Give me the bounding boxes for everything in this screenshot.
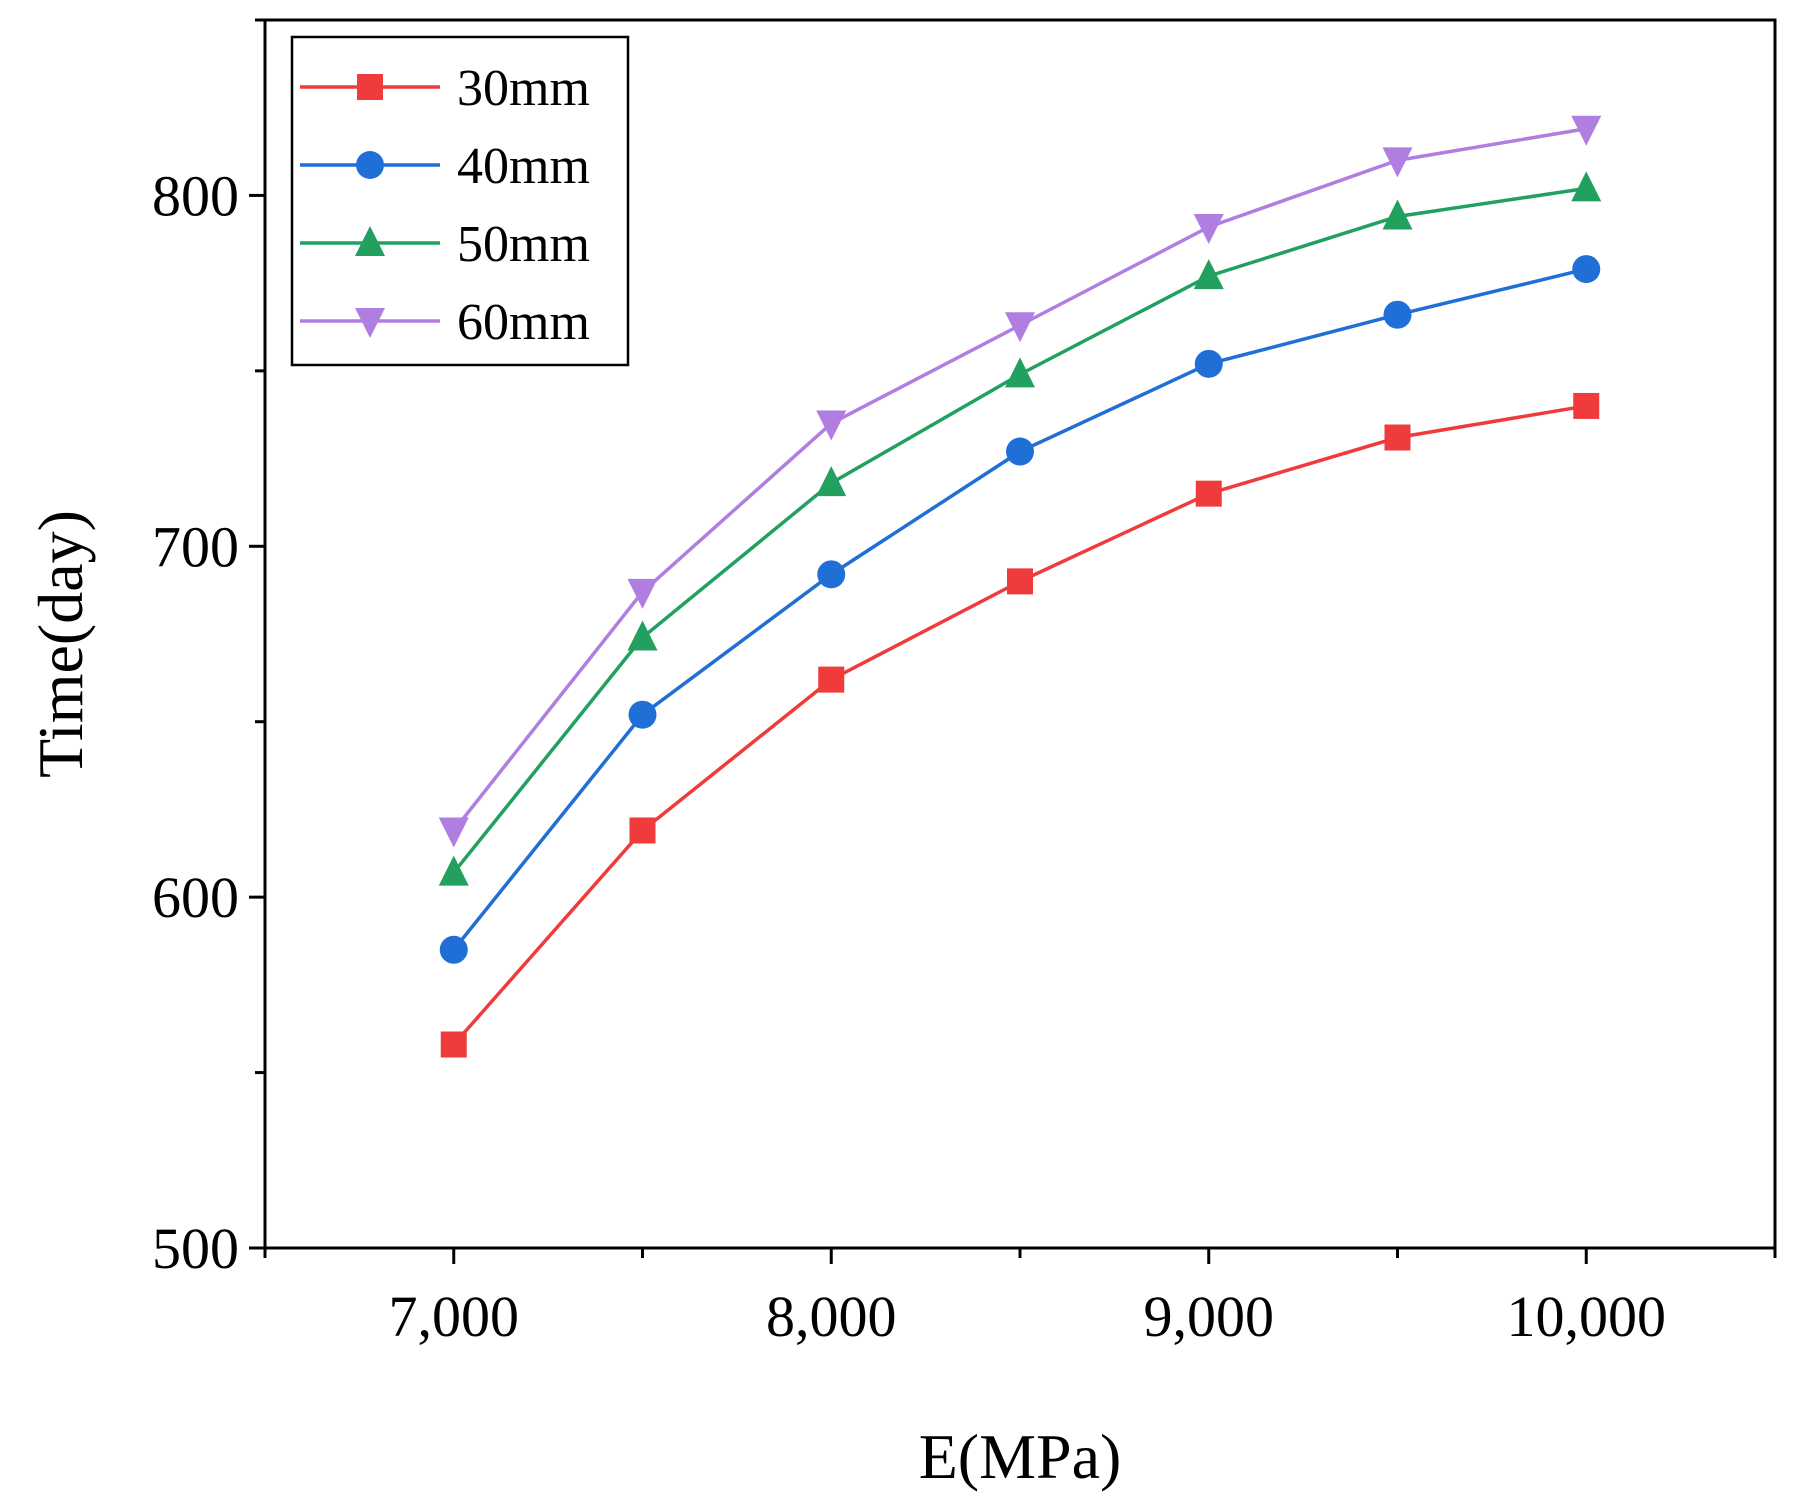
legend-box (290, 35, 630, 367)
y-tick-label: 600 (152, 865, 239, 930)
y-tick-label: 800 (152, 163, 239, 228)
data-point (1571, 171, 1602, 202)
y-axis-title: Time(day) (25, 510, 96, 778)
data-point (818, 666, 845, 693)
legend-marker (355, 308, 385, 338)
data-point (817, 560, 846, 589)
series-layer (438, 115, 1602, 1058)
legend-label: 40mm (457, 138, 590, 195)
legend-marker (356, 151, 384, 179)
x-tick-label: 9,000 (1144, 1284, 1275, 1349)
x-tick-label: 10,000 (1507, 1284, 1667, 1349)
x-tick-label: 7,000 (389, 1284, 520, 1349)
legend-marker (357, 74, 383, 100)
series-50mm (438, 171, 1602, 886)
legend: 30mm 40mm 50mm 60mm (290, 35, 630, 367)
data-point (439, 935, 468, 964)
data-point (1383, 300, 1412, 329)
data-point (440, 1031, 467, 1058)
x-axis-title: E(MPa) (919, 1421, 1122, 1492)
data-point (1193, 214, 1224, 245)
data-point (1194, 349, 1223, 378)
y-tick-label: 700 (152, 514, 239, 579)
data-point (1382, 147, 1413, 178)
data-point (816, 410, 847, 441)
x-axis: 7,000 8,000 9,000 10,000 (263, 1248, 1777, 1349)
data-point (629, 817, 656, 844)
data-point (1571, 115, 1602, 146)
data-point (628, 700, 657, 729)
data-point (1195, 480, 1222, 507)
data-point (627, 578, 658, 609)
series-line (452, 404, 1587, 1046)
data-point (1005, 357, 1035, 388)
series-30mm (440, 392, 1600, 1058)
legend-item-40mm: 40mm (300, 138, 590, 195)
data-point (1005, 312, 1035, 343)
y-axis: 500 600 700 800 (152, 18, 265, 1281)
legend-label: 30mm (457, 60, 590, 117)
data-point (1006, 437, 1034, 466)
data-point (1382, 199, 1413, 230)
y-tick-label: 500 (152, 1216, 239, 1281)
legend-item-50mm: 50mm (300, 216, 590, 273)
data-point (816, 466, 847, 497)
legend-label: 60mm (457, 294, 590, 351)
data-point (438, 817, 469, 848)
legend-label: 50mm (457, 216, 590, 273)
data-point (438, 855, 469, 886)
legend-item-60mm: 60mm (300, 294, 590, 351)
data-point (1572, 255, 1601, 284)
data-point (1573, 392, 1600, 419)
legend-marker (355, 226, 385, 256)
series-60mm (438, 115, 1602, 848)
x-tick-label: 8,000 (766, 1284, 897, 1349)
series-40mm (439, 255, 1601, 964)
legend-item-30mm: 30mm (300, 60, 590, 117)
data-point (627, 620, 658, 651)
data-point (1384, 424, 1411, 451)
data-point (1007, 568, 1033, 595)
data-point (1193, 259, 1224, 290)
